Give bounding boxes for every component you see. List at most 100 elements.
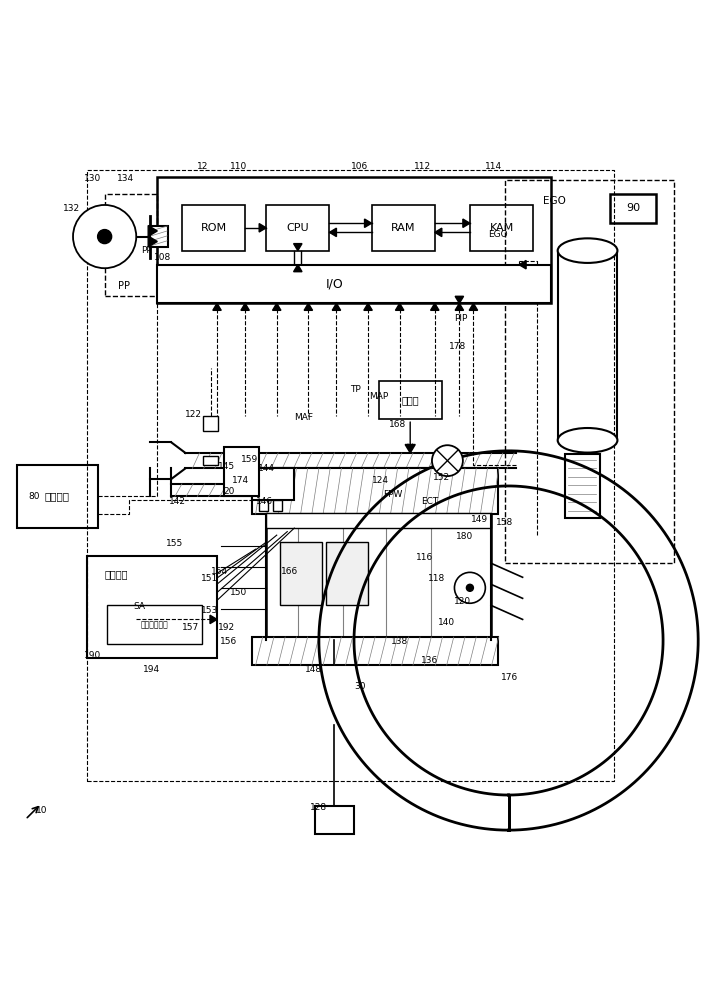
Polygon shape bbox=[148, 225, 157, 236]
Text: 128: 128 bbox=[309, 803, 326, 812]
Text: 150: 150 bbox=[229, 588, 246, 597]
Text: 20: 20 bbox=[223, 487, 234, 496]
Text: CPU: CPU bbox=[287, 223, 309, 233]
Text: 124: 124 bbox=[372, 476, 389, 485]
Text: 112: 112 bbox=[414, 162, 431, 171]
Text: 110: 110 bbox=[229, 162, 246, 171]
Polygon shape bbox=[396, 303, 404, 310]
Text: 136: 136 bbox=[421, 656, 438, 665]
Text: MAP: MAP bbox=[369, 392, 388, 401]
Text: 152: 152 bbox=[433, 473, 450, 482]
Polygon shape bbox=[294, 244, 302, 251]
Text: 146: 146 bbox=[256, 497, 273, 506]
Bar bbox=[107, 605, 202, 644]
Text: 145: 145 bbox=[217, 462, 235, 471]
Bar bbox=[315, 806, 354, 834]
Circle shape bbox=[455, 572, 486, 603]
Polygon shape bbox=[405, 445, 416, 453]
Polygon shape bbox=[304, 303, 312, 310]
Text: ECT: ECT bbox=[421, 497, 438, 506]
Bar bbox=[150, 226, 168, 247]
Text: EGO: EGO bbox=[543, 196, 566, 206]
Bar bbox=[280, 542, 322, 605]
Polygon shape bbox=[463, 219, 470, 227]
Bar bbox=[182, 205, 245, 251]
Text: 159: 159 bbox=[241, 455, 258, 464]
Text: 156: 156 bbox=[220, 637, 238, 646]
Bar bbox=[266, 514, 491, 640]
Text: MAF: MAF bbox=[294, 413, 313, 422]
Polygon shape bbox=[430, 303, 439, 310]
Text: 194: 194 bbox=[143, 665, 160, 674]
Bar bbox=[157, 265, 551, 303]
Polygon shape bbox=[469, 303, 478, 310]
Text: 168: 168 bbox=[389, 420, 406, 429]
Bar bbox=[17, 465, 98, 528]
Text: ROM: ROM bbox=[200, 223, 227, 233]
Circle shape bbox=[432, 445, 463, 476]
Bar bbox=[379, 381, 442, 419]
Circle shape bbox=[467, 584, 474, 591]
Bar bbox=[610, 194, 656, 223]
Text: 192: 192 bbox=[217, 623, 235, 632]
Text: SA: SA bbox=[134, 602, 146, 611]
Text: 148: 148 bbox=[304, 665, 322, 674]
Text: 10: 10 bbox=[35, 806, 47, 815]
Bar bbox=[203, 416, 219, 431]
Bar bbox=[558, 251, 617, 440]
Text: 158: 158 bbox=[496, 518, 513, 527]
Bar bbox=[252, 468, 498, 514]
Text: 106: 106 bbox=[351, 162, 368, 171]
Text: 140: 140 bbox=[438, 618, 455, 627]
Ellipse shape bbox=[558, 238, 617, 263]
Bar bbox=[252, 637, 498, 665]
Text: 178: 178 bbox=[450, 342, 467, 351]
Polygon shape bbox=[455, 303, 464, 310]
Text: 驅動器: 驅動器 bbox=[401, 395, 419, 405]
Text: I/O: I/O bbox=[326, 277, 343, 290]
Text: 153: 153 bbox=[201, 606, 219, 615]
Text: 164: 164 bbox=[210, 567, 228, 576]
Text: 點火系統: 點火系統 bbox=[105, 569, 128, 579]
Bar bbox=[203, 456, 219, 465]
Text: 142: 142 bbox=[169, 497, 185, 506]
Polygon shape bbox=[259, 224, 266, 232]
Polygon shape bbox=[435, 228, 442, 237]
Text: 離子傳感模塊: 離子傳感模塊 bbox=[140, 620, 168, 629]
Text: 174: 174 bbox=[232, 476, 249, 485]
Text: 燃料系統: 燃料系統 bbox=[45, 491, 69, 501]
Text: 151: 151 bbox=[201, 574, 219, 583]
Text: 12: 12 bbox=[198, 162, 209, 171]
Text: 132: 132 bbox=[63, 204, 80, 213]
Text: 30: 30 bbox=[354, 682, 365, 691]
Text: FPW: FPW bbox=[383, 490, 402, 499]
Bar bbox=[372, 205, 435, 251]
Text: 120: 120 bbox=[455, 597, 472, 606]
Text: 190: 190 bbox=[84, 651, 101, 660]
Polygon shape bbox=[241, 303, 249, 310]
Text: 155: 155 bbox=[166, 539, 183, 548]
Bar bbox=[259, 500, 268, 511]
Polygon shape bbox=[364, 303, 372, 310]
Text: 138: 138 bbox=[391, 637, 409, 646]
Bar bbox=[87, 556, 217, 658]
Text: PIP: PIP bbox=[454, 314, 467, 323]
Text: 118: 118 bbox=[428, 574, 445, 583]
Polygon shape bbox=[519, 260, 526, 269]
Text: PP: PP bbox=[142, 246, 152, 255]
Circle shape bbox=[98, 230, 112, 244]
Bar bbox=[326, 542, 368, 605]
Text: 149: 149 bbox=[471, 515, 488, 524]
Text: PP: PP bbox=[118, 281, 130, 291]
Text: 122: 122 bbox=[185, 410, 202, 419]
Ellipse shape bbox=[558, 428, 617, 453]
Bar bbox=[252, 468, 295, 500]
Circle shape bbox=[73, 205, 136, 268]
Bar bbox=[266, 205, 329, 251]
Text: 80: 80 bbox=[28, 492, 40, 501]
Polygon shape bbox=[365, 219, 372, 227]
Text: 157: 157 bbox=[183, 623, 200, 632]
Polygon shape bbox=[332, 303, 341, 310]
Bar bbox=[273, 500, 282, 511]
Text: 176: 176 bbox=[501, 673, 518, 682]
